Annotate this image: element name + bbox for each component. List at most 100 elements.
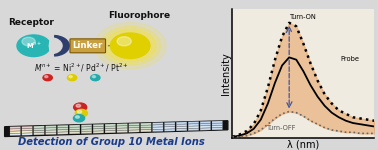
Polygon shape — [177, 129, 187, 131]
Circle shape — [22, 37, 35, 46]
Polygon shape — [57, 128, 68, 130]
Polygon shape — [200, 121, 211, 123]
Polygon shape — [46, 130, 56, 132]
Polygon shape — [212, 123, 223, 125]
Circle shape — [69, 76, 72, 78]
Polygon shape — [164, 129, 175, 131]
Polygon shape — [22, 133, 33, 135]
Circle shape — [67, 75, 77, 81]
Polygon shape — [177, 124, 187, 126]
Polygon shape — [164, 124, 175, 127]
Polygon shape — [129, 128, 139, 130]
Polygon shape — [200, 128, 211, 130]
Polygon shape — [153, 127, 163, 129]
Text: Receptor: Receptor — [8, 18, 54, 27]
Polygon shape — [129, 126, 139, 128]
Text: $\mathbf{M}^{n+}$: $\mathbf{M}^{n+}$ — [26, 41, 42, 51]
Polygon shape — [212, 128, 223, 130]
Polygon shape — [34, 126, 44, 128]
Circle shape — [76, 104, 81, 107]
Circle shape — [117, 37, 131, 46]
Circle shape — [45, 76, 48, 78]
Polygon shape — [81, 129, 92, 131]
Wedge shape — [49, 38, 62, 54]
Polygon shape — [57, 130, 68, 132]
Polygon shape — [46, 126, 56, 128]
Polygon shape — [70, 132, 80, 134]
Circle shape — [76, 116, 79, 118]
Polygon shape — [200, 123, 211, 126]
Polygon shape — [141, 127, 151, 130]
Polygon shape — [10, 127, 20, 129]
Polygon shape — [10, 131, 20, 133]
Polygon shape — [188, 128, 199, 131]
Polygon shape — [200, 126, 211, 128]
Polygon shape — [129, 130, 139, 132]
Polygon shape — [81, 124, 92, 127]
Circle shape — [91, 75, 100, 81]
Polygon shape — [93, 131, 104, 133]
Text: Fluorophore: Fluorophore — [108, 11, 170, 20]
Circle shape — [105, 29, 156, 62]
Polygon shape — [93, 126, 104, 129]
Polygon shape — [34, 128, 44, 130]
Polygon shape — [81, 131, 92, 134]
Polygon shape — [129, 123, 139, 126]
Polygon shape — [177, 126, 187, 129]
Polygon shape — [34, 130, 44, 133]
X-axis label: λ (nm): λ (nm) — [287, 139, 319, 149]
Polygon shape — [117, 126, 127, 128]
Text: Linker: Linker — [73, 41, 103, 50]
Polygon shape — [10, 129, 20, 131]
Polygon shape — [153, 129, 163, 132]
Polygon shape — [105, 128, 116, 131]
Text: Turn-ON: Turn-ON — [290, 14, 317, 20]
Polygon shape — [93, 129, 104, 131]
Text: Probe: Probe — [340, 56, 359, 62]
Circle shape — [77, 110, 82, 113]
Polygon shape — [22, 126, 33, 129]
Polygon shape — [10, 133, 20, 136]
Polygon shape — [57, 132, 68, 134]
Circle shape — [17, 35, 50, 57]
Polygon shape — [188, 124, 199, 126]
Polygon shape — [141, 130, 151, 132]
Polygon shape — [164, 127, 175, 129]
Polygon shape — [22, 129, 33, 131]
Wedge shape — [53, 36, 69, 56]
Circle shape — [73, 115, 85, 122]
Polygon shape — [105, 126, 116, 128]
Polygon shape — [117, 130, 127, 133]
Polygon shape — [81, 127, 92, 129]
Polygon shape — [177, 122, 187, 124]
Circle shape — [75, 109, 87, 117]
Polygon shape — [70, 125, 80, 127]
Polygon shape — [117, 128, 127, 130]
Y-axis label: Intensity: Intensity — [221, 52, 231, 95]
Polygon shape — [188, 122, 199, 124]
Circle shape — [74, 103, 87, 111]
Polygon shape — [105, 131, 116, 133]
Polygon shape — [188, 126, 199, 128]
Polygon shape — [46, 128, 56, 130]
Circle shape — [94, 22, 166, 69]
Polygon shape — [70, 127, 80, 129]
Polygon shape — [212, 121, 223, 123]
Text: $M^{n+}$ = Ni$^{2+}$/ Pd$^{2+}$/ Pt$^{2+}$: $M^{n+}$ = Ni$^{2+}$/ Pd$^{2+}$/ Pt$^{2+… — [34, 62, 129, 74]
Polygon shape — [34, 133, 44, 135]
Polygon shape — [164, 122, 175, 124]
Circle shape — [100, 26, 160, 65]
Text: Turn-OFF: Turn-OFF — [267, 125, 297, 131]
Polygon shape — [5, 121, 228, 136]
Polygon shape — [153, 125, 163, 127]
Polygon shape — [141, 125, 151, 128]
Circle shape — [92, 76, 96, 78]
Polygon shape — [153, 123, 163, 125]
Polygon shape — [70, 129, 80, 132]
Polygon shape — [117, 124, 127, 126]
Polygon shape — [46, 132, 56, 135]
Polygon shape — [22, 131, 33, 133]
Text: Detection of Group 10 Metal Ions: Detection of Group 10 Metal Ions — [18, 137, 205, 147]
Circle shape — [43, 75, 52, 81]
Polygon shape — [212, 125, 223, 128]
